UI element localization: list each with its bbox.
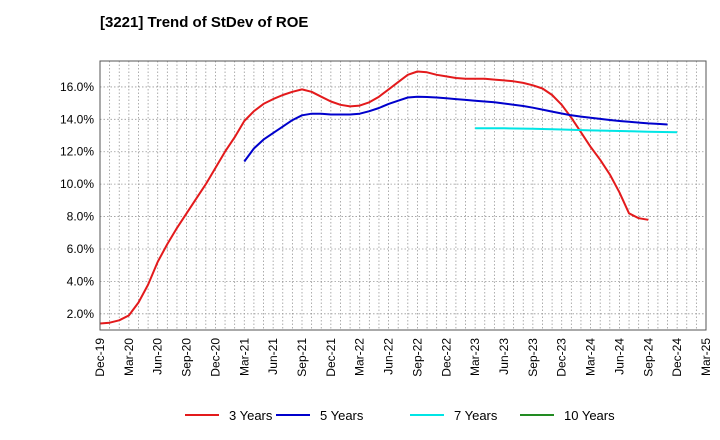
x-tick-label: Mar-24 [584,338,598,376]
series-line-3-years [99,70,649,325]
x-tick-label: Dec-20 [208,338,222,377]
chart-legend: 3 Years 5 Years 7 Years 10 Years [0,404,720,426]
plot-frame [99,60,707,331]
y-tick-label: 6.0% [67,242,95,256]
legend-item: 10 Years [520,404,615,426]
x-axis-tick-labels: Dec-19 Mar-20 Jun-20 Sep-20 Dec-20 Mar-21 Jun-… [93,338,713,377]
x-tick-label: Sep-20 [180,338,194,377]
x-tick-label: Mar-21 [237,338,251,376]
legend-label: 10 Years [564,407,615,423]
legend-swatch [185,414,219,416]
x-tick-label: Jun-22 [382,338,396,375]
series-line-7-years [475,127,678,134]
x-tick-label: Dec-21 [324,338,338,377]
y-tick-label: 14.0% [60,112,94,126]
x-tick-label: Mar-22 [353,338,367,376]
x-tick-label: Jun-21 [266,338,280,375]
x-tick-label: Jun-23 [497,338,511,375]
legend-swatch [276,414,310,416]
y-tick-label: 2.0% [67,307,95,321]
x-tick-label: Mar-23 [468,338,482,376]
x-tick-label: Dec-24 [670,338,684,377]
y-tick-label: 12.0% [60,145,94,159]
legend-label: 7 Years [454,407,498,423]
x-tick-label: Sep-21 [295,338,309,377]
legend-item: 3 Years [185,404,272,426]
chart-title: [3221] Trend of StDev of ROE [100,14,309,31]
series-line-5-years [243,95,668,163]
x-tick-label: Dec-23 [555,338,569,377]
legend-swatch [520,414,554,416]
y-tick-label: 10.0% [60,177,94,191]
x-tick-label: Jun-24 [612,338,626,375]
x-tick-label: Dec-19 [93,338,107,377]
legend-swatch [410,414,444,416]
y-tick-label: 8.0% [67,210,95,224]
y-tick-label: 4.0% [67,274,95,288]
vertical-gridlines [99,61,707,330]
x-tick-label: Mar-25 [699,338,713,376]
x-tick-label: Dec-22 [439,338,453,377]
x-tick-label: Sep-22 [410,338,424,377]
line-chart: 2.0% 4.0% 6.0% 8.0% 10.0% 12.0% 14.0% 16.0% Dec… [60,60,713,377]
legend-label: 3 Years [229,407,273,423]
legend-item: 5 Years [276,404,363,426]
y-axis-tick-labels: 2.0% 4.0% 6.0% 8.0% 10.0% 12.0% 14.0% 16.0% [60,80,94,321]
x-tick-label: Jun-20 [151,338,165,375]
legend-item: 7 Years [410,404,497,426]
series-layer [99,70,678,325]
x-tick-label: Sep-24 [641,338,655,377]
x-tick-label: Mar-20 [122,338,136,376]
legend-label: 5 Years [320,407,364,423]
x-tick-label: Sep-23 [526,338,540,377]
y-tick-label: 16.0% [60,80,94,94]
